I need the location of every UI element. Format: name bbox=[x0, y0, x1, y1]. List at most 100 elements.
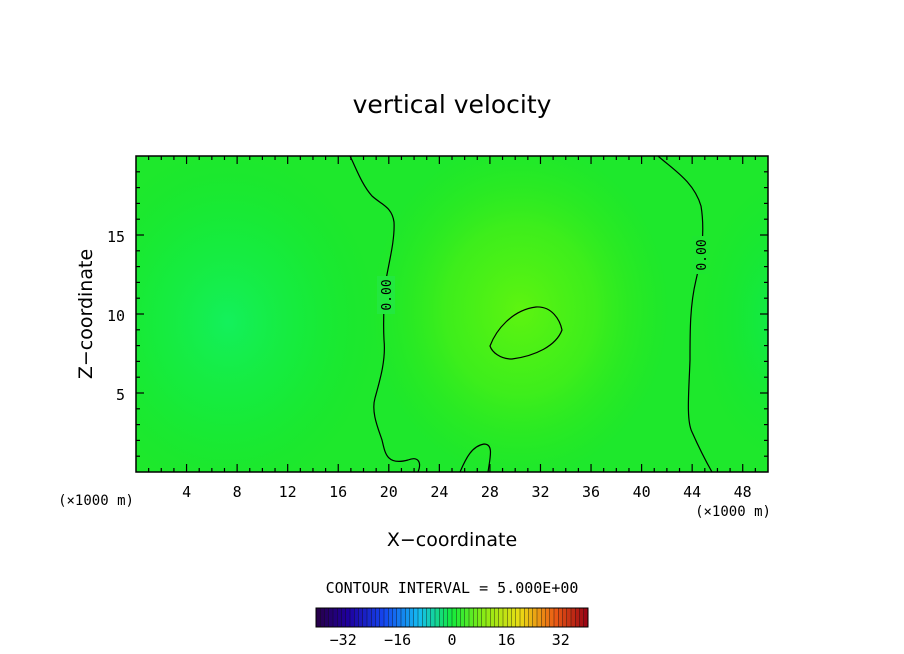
colorbar bbox=[315, 607, 589, 628]
colorbar-cell bbox=[490, 607, 496, 628]
x-tick-labels: 4 8 12 16 20 24 28 32 36 40 44 48 bbox=[182, 483, 752, 501]
colorbar-cell bbox=[337, 607, 343, 628]
zero-contour-left bbox=[349, 156, 421, 472]
colorbar-tick-labels: −32 −16 0 16 32 bbox=[330, 631, 570, 649]
contour-maximum bbox=[489, 306, 563, 360]
colorbar-cell bbox=[383, 607, 389, 628]
colorbar-cell bbox=[579, 607, 585, 628]
colorbar-cell bbox=[447, 607, 453, 628]
colorbar-cell bbox=[515, 607, 521, 628]
contour-label-left: 0.00 bbox=[380, 279, 395, 310]
colorbar-frame bbox=[315, 607, 589, 628]
colorbar-cell bbox=[434, 607, 440, 628]
field-right-region bbox=[700, 181, 768, 459]
colorbar-cell bbox=[528, 607, 534, 628]
colorbar-cell bbox=[324, 607, 330, 628]
colorbar-cell bbox=[464, 607, 470, 628]
colorbar-cell bbox=[566, 607, 572, 628]
colorbar-cell bbox=[426, 607, 432, 628]
colorbar-cell bbox=[502, 607, 508, 628]
colorbar-cell bbox=[524, 607, 530, 628]
colorbar-cell bbox=[456, 607, 462, 628]
contour-label-right: 0.00 bbox=[695, 239, 710, 270]
y-axis-label: Z−coordinate bbox=[75, 249, 97, 379]
colorbar-tick-label: −32 bbox=[330, 631, 357, 649]
colorbar-cell bbox=[519, 607, 525, 628]
y-tick-label: 10 bbox=[107, 307, 125, 325]
colorbar-cell bbox=[451, 607, 457, 628]
x-axis-unit: (×1000 m) bbox=[695, 504, 771, 520]
colorbar-cell bbox=[328, 607, 334, 628]
colorbar-cell bbox=[498, 607, 504, 628]
colorbar-cell bbox=[349, 607, 355, 628]
colorbar-cell bbox=[358, 607, 364, 628]
x-tick-label: 48 bbox=[734, 483, 752, 501]
colorbar-cell bbox=[392, 607, 398, 628]
colorbar-cell bbox=[332, 607, 338, 628]
colorbar-cell bbox=[494, 607, 500, 628]
field-minimum-region bbox=[136, 156, 378, 472]
colorbar-cell bbox=[362, 607, 368, 628]
colorbar-tick-label: 32 bbox=[552, 631, 570, 649]
colorbar-cell bbox=[345, 607, 351, 628]
colorbar-cell bbox=[400, 607, 406, 628]
colorbar-cell bbox=[570, 607, 576, 628]
x-tick-label: 16 bbox=[329, 483, 347, 501]
zero-contour-right bbox=[657, 156, 713, 472]
x-tick-label: 24 bbox=[430, 483, 448, 501]
y-tick-label: 5 bbox=[116, 386, 125, 404]
colorbar-cell bbox=[354, 607, 360, 628]
colorbar-cell bbox=[405, 607, 411, 628]
x-tick-label: 32 bbox=[531, 483, 549, 501]
colorbar-cell bbox=[409, 607, 415, 628]
colorbar-cell bbox=[341, 607, 347, 628]
colorbar-cell bbox=[366, 607, 372, 628]
colorbar-cell bbox=[468, 607, 474, 628]
colorbar-cell bbox=[422, 607, 428, 628]
colorbar-cell bbox=[375, 607, 381, 628]
colorbar-cell bbox=[558, 607, 564, 628]
colorbar-cell bbox=[443, 607, 449, 628]
colorbar-cell bbox=[485, 607, 491, 628]
colorbar-cell bbox=[507, 607, 513, 628]
x-tick-label: 4 bbox=[182, 483, 191, 501]
colorbar-cell bbox=[439, 607, 445, 628]
zero-contour-bottom bbox=[459, 443, 492, 472]
x-tick-label: 40 bbox=[633, 483, 651, 501]
colorbar-tick-label: 0 bbox=[447, 631, 456, 649]
colorbar-cell bbox=[536, 607, 542, 628]
chart-title: vertical velocity bbox=[353, 90, 552, 119]
colorbar-tick-label: −16 bbox=[384, 631, 411, 649]
colorbar-cell bbox=[532, 607, 538, 628]
colorbar-cell bbox=[562, 607, 568, 628]
colorbar-cell bbox=[413, 607, 419, 628]
colorbar-tick-label: 16 bbox=[497, 631, 515, 649]
colorbar-cell bbox=[511, 607, 517, 628]
x-tick-label: 28 bbox=[481, 483, 499, 501]
velocity-field bbox=[136, 156, 768, 472]
y-tick-label: 15 bbox=[107, 228, 125, 246]
y-axis-unit: (×1000 m) bbox=[58, 493, 134, 509]
x-tick-label: 44 bbox=[683, 483, 701, 501]
x-tick-label: 8 bbox=[233, 483, 242, 501]
colorbar-cell bbox=[315, 607, 321, 628]
colorbar-cell bbox=[575, 607, 581, 628]
colorbar-cell bbox=[371, 607, 377, 628]
contour-interval-note: CONTOUR INTERVAL = 5.000E+00 bbox=[326, 579, 579, 597]
colorbar-cell bbox=[396, 607, 402, 628]
x-tick-label: 20 bbox=[380, 483, 398, 501]
colorbar-cell bbox=[549, 607, 555, 628]
colorbar-cell bbox=[545, 607, 551, 628]
colorbar-cell bbox=[460, 607, 466, 628]
x-tick-label: 36 bbox=[582, 483, 600, 501]
colorbar-cell bbox=[477, 607, 483, 628]
x-axis-label: X−coordinate bbox=[387, 529, 517, 551]
colorbar-cell bbox=[481, 607, 487, 628]
x-tick-label: 12 bbox=[279, 483, 297, 501]
contour-label-group: 0.00 0.00 bbox=[377, 236, 710, 314]
colorbar-cell bbox=[541, 607, 547, 628]
colorbar-cell bbox=[379, 607, 385, 628]
colorbar-cell bbox=[553, 607, 559, 628]
colorbar-cell bbox=[430, 607, 436, 628]
